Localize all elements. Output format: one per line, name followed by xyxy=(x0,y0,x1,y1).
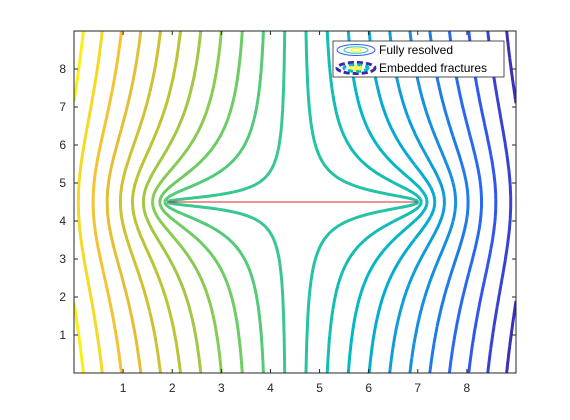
x-tick-label: 8 xyxy=(464,381,471,395)
axis-ticks xyxy=(74,31,516,373)
x-tick-label: 5 xyxy=(316,381,323,395)
x-tick-label: 1 xyxy=(120,381,127,395)
y-tick-label: 7 xyxy=(59,100,66,114)
contour-fully-resolved xyxy=(506,31,516,373)
x-tick-label: 3 xyxy=(218,381,225,395)
x-tick-label: 4 xyxy=(267,381,274,395)
contour-fully-resolved xyxy=(77,31,103,373)
contour-fully-resolved xyxy=(167,31,286,373)
contour-lines xyxy=(74,31,516,373)
x-tick-label: 6 xyxy=(365,381,372,395)
contour-fully-resolved xyxy=(119,31,161,373)
y-tick-label: 2 xyxy=(59,290,66,304)
contour-fully-resolved xyxy=(92,31,122,373)
contour-fully-resolved xyxy=(159,31,243,373)
contour-fully-resolved xyxy=(305,31,419,373)
y-tick-label: 1 xyxy=(59,328,66,342)
x-tick-label: 2 xyxy=(169,381,176,395)
y-axis-tick-labels: 1 2 3 4 5 6 7 8 xyxy=(59,62,66,342)
x-tick-label: 7 xyxy=(414,381,421,395)
legend-label-embedded-fractures: Embedded fractures xyxy=(379,61,487,75)
contour-fully-resolved xyxy=(347,31,428,373)
legend-label-fully-resolved: Fully resolved xyxy=(379,43,453,57)
y-tick-label: 6 xyxy=(59,138,66,152)
contour-fully-resolved xyxy=(142,31,202,373)
contour-fully-resolved xyxy=(106,31,142,373)
legend: Fully resolved Embedded fractures xyxy=(332,40,505,78)
x-axis-tick-labels: 1 2 3 4 5 6 7 8 xyxy=(120,381,471,395)
legend-swatch-fully-resolved xyxy=(336,44,376,56)
y-tick-label: 4 xyxy=(59,214,66,228)
contour-fully-resolved xyxy=(164,31,264,373)
axes-box xyxy=(73,30,517,374)
contour-fully-resolved xyxy=(74,31,84,373)
y-tick-label: 8 xyxy=(59,62,66,76)
contour-fully-resolved xyxy=(132,31,181,373)
legend-swatch-embedded-fractures xyxy=(335,61,377,75)
y-tick-label: 5 xyxy=(59,176,66,190)
contour-fully-resolved xyxy=(326,31,422,373)
y-tick-label: 3 xyxy=(59,252,66,266)
